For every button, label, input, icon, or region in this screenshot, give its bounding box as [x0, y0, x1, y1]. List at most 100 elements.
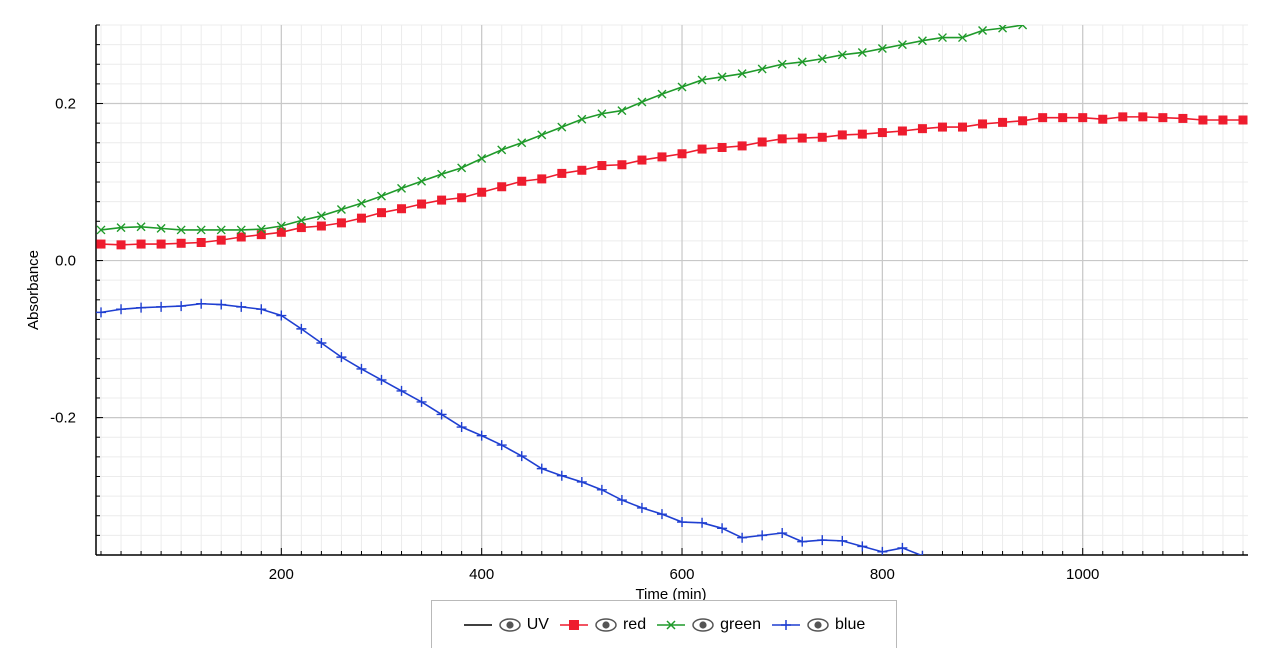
legend-label-green: green: [720, 615, 762, 633]
blue-point: [677, 517, 688, 528]
green-point: [877, 44, 887, 54]
legend-item-uv[interactable]: UV: [463, 616, 549, 634]
legend-label-blue: blue: [835, 615, 866, 633]
red-point: [196, 237, 206, 247]
red-point: [1078, 113, 1088, 123]
uv-line-swatch: [463, 623, 492, 626]
x-axis-label: Time (min): [635, 586, 706, 600]
x-tick-label: 600: [670, 566, 695, 583]
blue-point: [436, 409, 447, 420]
green-point: [377, 191, 386, 201]
y-tick-label: 0.2: [55, 96, 76, 113]
blue-point: [396, 385, 407, 396]
green-point: [797, 57, 807, 67]
green-point: [577, 114, 587, 124]
green-point: [296, 216, 306, 226]
green-point: [116, 223, 126, 233]
red-point: [236, 232, 246, 242]
red-point: [757, 137, 767, 147]
red-point: [437, 195, 447, 205]
red-point: [116, 240, 126, 250]
blue-point: [921, 550, 924, 555]
x-tick-label: 400: [469, 566, 494, 583]
green-point: [617, 106, 627, 116]
legend-item-blue[interactable]: blue: [771, 616, 865, 634]
y-tick-label: 0.0: [55, 253, 76, 270]
red-point: [296, 223, 306, 233]
blue-series-line: [100, 302, 923, 555]
green-point: [316, 211, 326, 221]
red-point: [817, 132, 827, 142]
red-point: [537, 174, 547, 184]
legend-label-red: red: [622, 615, 647, 633]
green-point: [937, 33, 947, 43]
red-line-swatch: [559, 619, 588, 630]
red-point: [336, 218, 346, 228]
red-point: [557, 168, 567, 178]
red-point: [517, 176, 527, 186]
eye-icon[interactable]: [595, 617, 617, 632]
red-point: [617, 160, 627, 170]
green-point: [978, 26, 988, 35]
green-point: [336, 205, 346, 215]
legend: UV red green blue: [431, 600, 897, 648]
red-point: [176, 238, 186, 248]
green-point: [597, 109, 607, 119]
blue-point: [496, 440, 507, 451]
blue-point: [236, 301, 247, 312]
green-point: [998, 25, 1008, 33]
red-point: [797, 133, 807, 143]
blue-point: [897, 542, 908, 553]
red-point: [697, 144, 707, 154]
red-point: [637, 155, 647, 165]
green-point: [216, 225, 226, 235]
red-point: [276, 227, 286, 237]
eye-icon[interactable]: [807, 617, 829, 632]
green-point: [437, 169, 447, 179]
green-point: [657, 89, 667, 99]
eye-icon[interactable]: [498, 617, 521, 632]
red-point: [1018, 116, 1028, 126]
green-point: [156, 223, 166, 233]
blue-point: [556, 470, 567, 481]
green-point: [457, 163, 467, 173]
blue-point: [877, 546, 888, 555]
blue-point: [336, 352, 347, 363]
x-tick-label: 800: [870, 566, 895, 583]
blue-point: [777, 528, 788, 539]
blue-point: [116, 304, 127, 315]
green-point: [1018, 25, 1028, 30]
red-point: [1098, 114, 1108, 124]
blue-point: [376, 374, 387, 385]
blue-point: [656, 509, 667, 520]
red-point: [837, 130, 847, 140]
eye-icon[interactable]: [692, 617, 714, 632]
red-point: [877, 128, 887, 138]
series-layer: [96, 25, 1248, 555]
blue-point: [256, 304, 267, 315]
green-point: [236, 225, 246, 235]
red-point: [1058, 113, 1068, 123]
green-point: [256, 224, 266, 234]
red-point: [1238, 115, 1248, 125]
blue-point: [616, 495, 627, 506]
red-point: [958, 122, 968, 132]
green-point: [817, 54, 827, 64]
blue-point: [837, 535, 848, 546]
green-point: [958, 33, 967, 43]
green-point: [857, 47, 867, 57]
red-point: [857, 129, 867, 139]
absorbance-chart: 200 400 600 800 1000 -0.2 0.0 0.2 Time (min) Ab…: [25, 24, 1248, 600]
red-point: [737, 141, 747, 151]
red-point: [1178, 113, 1188, 123]
red-point: [477, 187, 487, 197]
red-point: [777, 134, 787, 144]
legend-item-green[interactable]: green: [656, 616, 761, 634]
legend-item-red[interactable]: red: [559, 616, 646, 634]
red-point: [96, 239, 106, 249]
green-point: [397, 183, 407, 193]
blue-point: [316, 338, 327, 348]
red-point: [1118, 112, 1128, 122]
blue-point: [176, 301, 187, 312]
blue-point: [697, 517, 708, 528]
